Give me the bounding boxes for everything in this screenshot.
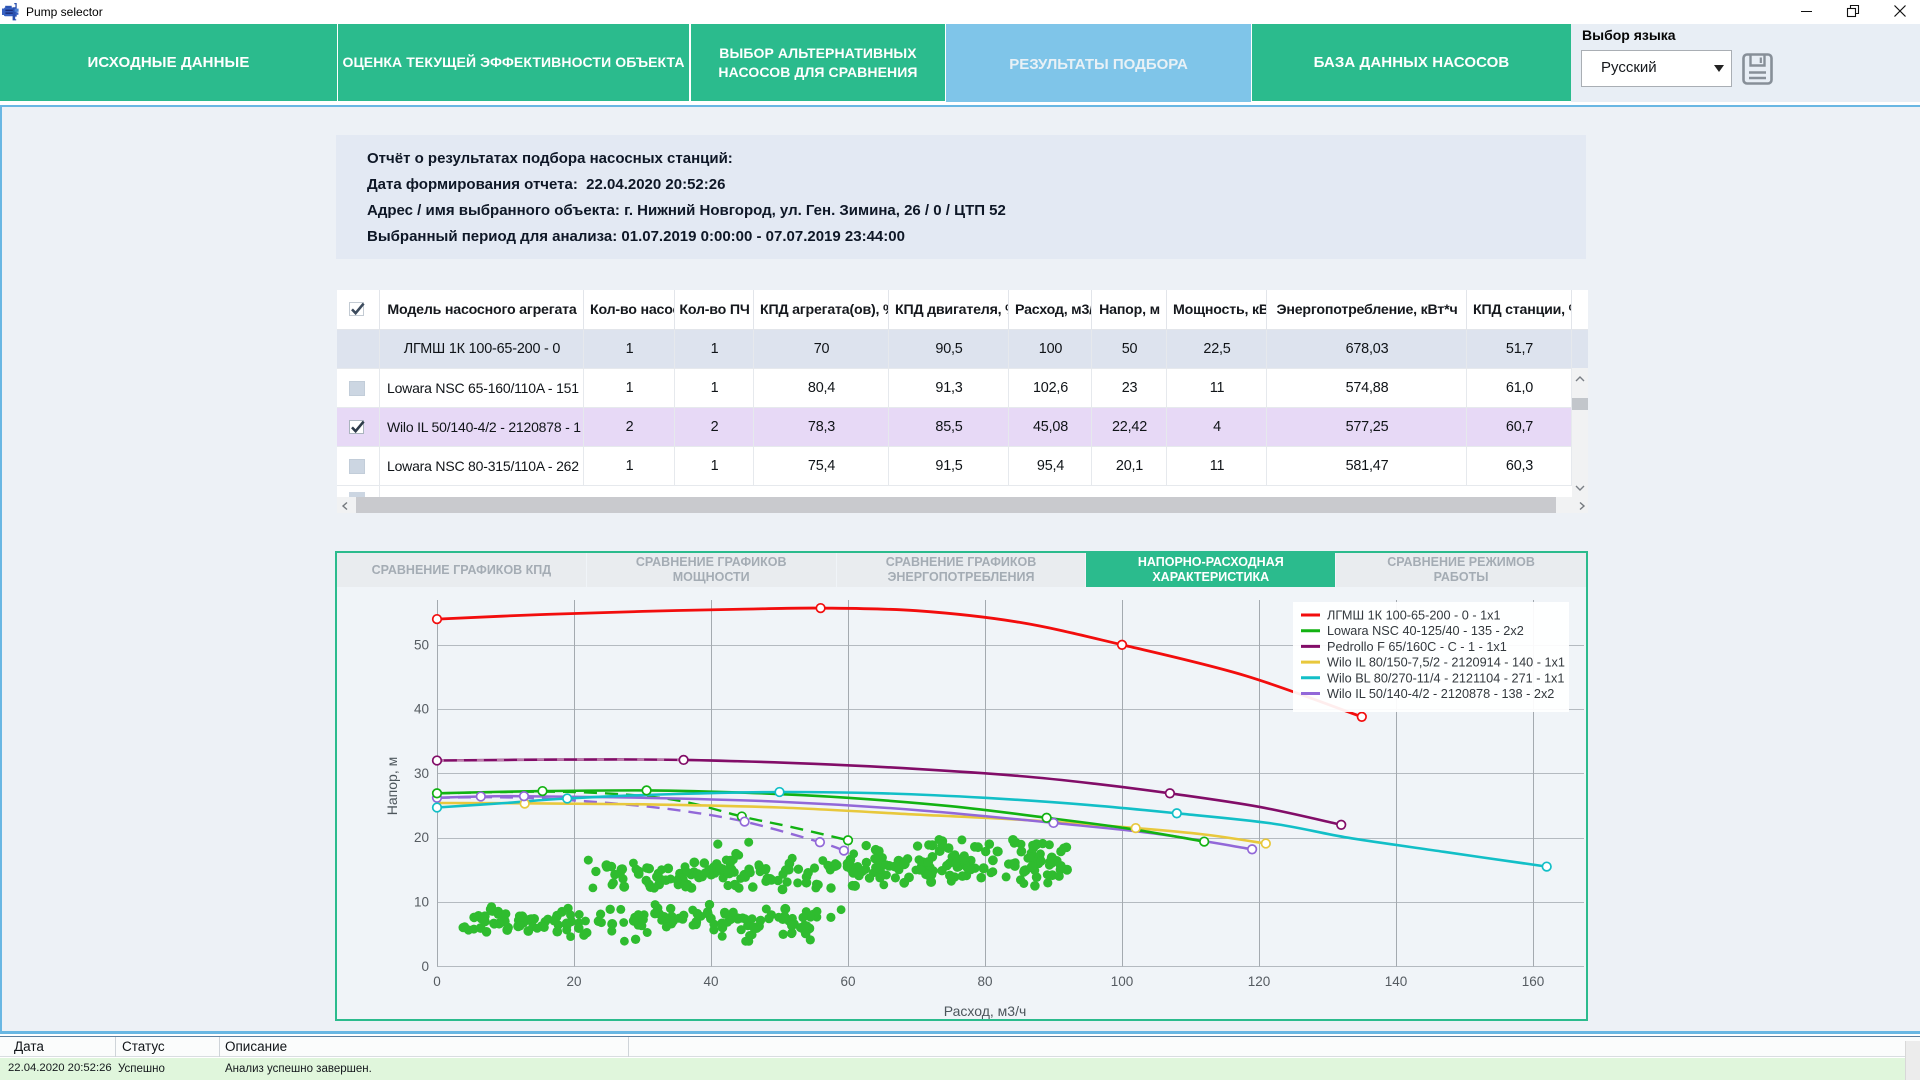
svg-text:140: 140 — [1385, 974, 1408, 989]
svg-text:Wilo IL 50/140-4/2 - 2120878 -: Wilo IL 50/140-4/2 - 2120878 - 138 - 2x2 — [1327, 687, 1554, 701]
svg-text:Wilo BL 80/270-11/4 - 2121104: Wilo BL 80/270-11/4 - 2121104 - 271 - 1x… — [1327, 671, 1564, 685]
svg-text:20: 20 — [414, 830, 429, 845]
svg-text:Lowara NSC 40-125/40 - 135 - 2: Lowara NSC 40-125/40 - 135 - 2x2 — [1327, 624, 1524, 638]
svg-text:Напор, м: Напор, м — [384, 757, 400, 815]
svg-text:0: 0 — [421, 959, 429, 974]
svg-text:20: 20 — [566, 974, 581, 989]
svg-text:100: 100 — [1111, 974, 1134, 989]
svg-text:ЛГМШ 1К 100-65-200 - 0 - 1x1: ЛГМШ 1К 100-65-200 - 0 - 1x1 — [1327, 609, 1501, 623]
svg-text:Расход, м3/ч: Расход, м3/ч — [944, 1003, 1027, 1019]
svg-text:Pedrollo F 65/160C - C - 1 - 1: Pedrollo F 65/160C - C - 1 - 1x1 — [1327, 640, 1507, 654]
svg-text:0: 0 — [433, 974, 441, 989]
svg-text:60: 60 — [840, 974, 855, 989]
svg-text:120: 120 — [1248, 974, 1271, 989]
svg-text:10: 10 — [414, 895, 429, 910]
svg-text:40: 40 — [414, 702, 429, 717]
svg-text:Wilo IL 80/150-7,5/2 - 2120914: Wilo IL 80/150-7,5/2 - 2120914 - 140 - 1… — [1327, 656, 1565, 670]
svg-text:160: 160 — [1522, 974, 1545, 989]
svg-text:30: 30 — [414, 766, 429, 781]
svg-text:80: 80 — [977, 974, 992, 989]
svg-text:40: 40 — [703, 974, 718, 989]
svg-text:50: 50 — [414, 637, 429, 652]
